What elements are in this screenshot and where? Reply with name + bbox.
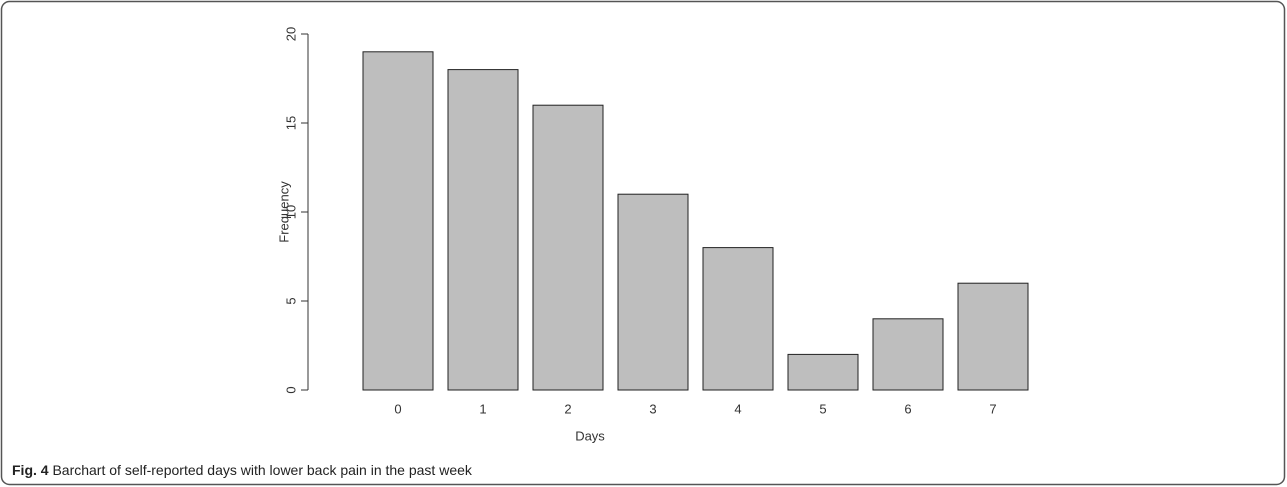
bar: [617, 193, 689, 391]
bar: [362, 51, 434, 391]
bar: [447, 69, 519, 391]
y-tick-label: 20: [283, 27, 298, 41]
x-tick-label: 4: [734, 401, 741, 416]
y-axis-label: Frequency: [276, 181, 291, 243]
x-tick-label: 6: [904, 401, 911, 416]
x-tick-label: 7: [989, 401, 996, 416]
x-axis-label: Days: [575, 428, 605, 443]
bar: [787, 353, 859, 391]
x-tick-label: 2: [564, 401, 571, 416]
x-tick-label: 1: [479, 401, 486, 416]
y-tick-label: 0: [283, 386, 298, 393]
caption: Fig. 4 Barchart of self-reported days wi…: [12, 462, 473, 478]
bar: [532, 104, 604, 391]
bar: [702, 247, 774, 391]
y-tick-label: 15: [283, 116, 298, 130]
caption-text: Barchart of self-reported days with lowe…: [52, 462, 472, 478]
bar: [957, 282, 1029, 391]
x-tick-label: 5: [819, 401, 826, 416]
x-tick-label: 3: [649, 401, 656, 416]
x-tick-label: 0: [394, 401, 401, 416]
bar: [872, 318, 944, 391]
y-tick-label: 10: [283, 205, 298, 219]
caption-label: Fig. 4: [12, 462, 49, 478]
y-tick-label: 5: [283, 297, 298, 304]
